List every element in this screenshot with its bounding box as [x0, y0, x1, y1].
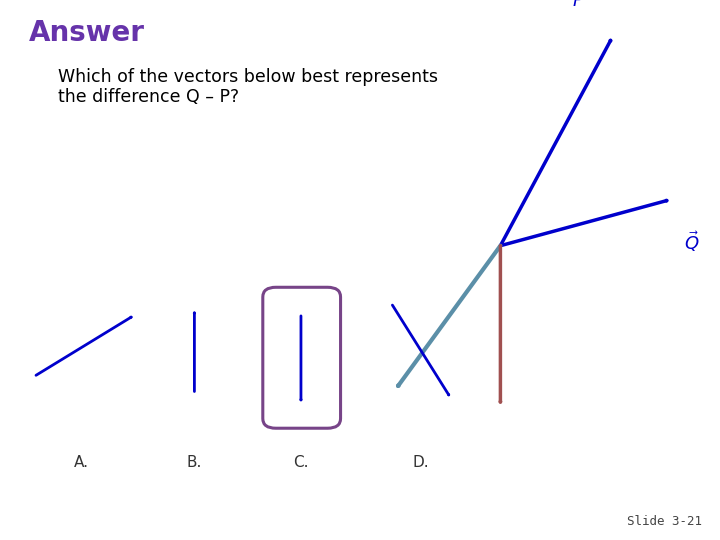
Text: D.: D. — [413, 455, 430, 470]
Text: C.: C. — [293, 455, 309, 470]
Text: Which of the vectors below best represents
the difference Q – P?: Which of the vectors below best represen… — [58, 68, 438, 106]
Text: A.: A. — [74, 455, 89, 470]
Text: Slide 3-21: Slide 3-21 — [627, 515, 702, 528]
Text: B.: B. — [186, 455, 202, 470]
Text: $\vec{Q}$: $\vec{Q}$ — [684, 230, 699, 254]
Text: Answer: Answer — [29, 19, 145, 47]
Text: $\vec{P}$: $\vec{P}$ — [572, 0, 585, 11]
